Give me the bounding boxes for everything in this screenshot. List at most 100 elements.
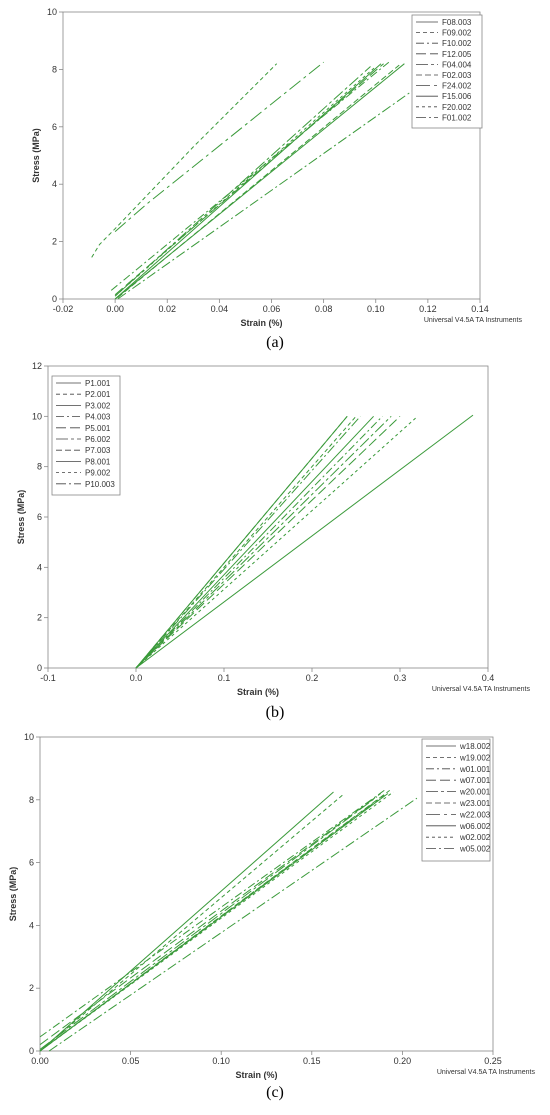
y-tick-label: 4 [52,179,57,189]
y-axis-title: Stress (MPa) [31,128,41,183]
x-tick-label: 0.12 [419,304,437,314]
legend-label: F24.002 [442,82,472,91]
legend-label: w23.001 [459,799,491,808]
panel-label: (b) [266,704,285,721]
y-tick-label: 6 [52,122,57,132]
x-tick-label: -0.02 [53,304,74,314]
x-tick-label: 0.3 [394,673,407,683]
series-line-f24-002 [114,61,324,232]
series-line-f08-003 [114,63,382,300]
series-line-f01-002 [117,77,431,300]
y-axis-title: Stress (MPa) [16,490,26,545]
series-line-p6-002 [135,415,392,669]
legend-label: P2.001 [85,390,111,399]
legend-label: F20.002 [442,103,472,112]
legend-label: w05.002 [459,845,491,854]
x-tick-label: 0.06 [263,304,281,314]
y-tick-label: 6 [29,858,34,868]
legend-label: P4.003 [85,413,111,422]
y-tick-label: 8 [29,795,34,805]
instrument-credit: Universal V4.5A TA Instruments [432,686,531,693]
series-line-p10-003 [135,415,361,669]
legend-label: F04.004 [442,60,472,69]
series-line-w19-002 [39,793,345,1052]
series-line-w22-003 [39,794,385,1052]
x-tick-label: 0.0 [130,673,143,683]
y-tick-label: 8 [52,64,57,74]
x-tick-label: 0.04 [211,304,229,314]
x-tick-label: 0.20 [394,1056,412,1066]
legend-label: w06.002 [459,822,491,831]
chart-panel-3: 0.00 0.05 0.10 0.15 0.20 0.25 0 2 4 6 8 10 Strain (%… [8,732,535,1101]
legend-label: P5.001 [85,424,111,433]
series-line-f02-003 [117,64,400,298]
x-tick-label: 0.10 [367,304,385,314]
series-line-p9-002 [135,415,418,669]
series-line-f10-002 [110,61,390,291]
legend-label: w20.001 [459,788,491,797]
instrument-credit: Universal V4.5A TA Instruments [437,1069,536,1076]
x-tick-label: 0.05 [122,1056,140,1066]
y-tick-label: 12 [32,361,42,371]
legend-label: F02.003 [442,71,472,80]
x-tick-label: 0.15 [303,1056,321,1066]
panel-label: (c) [266,1084,284,1101]
y-tick-label: 10 [24,732,34,742]
legend-label: F10.002 [442,39,472,48]
x-tick-label: 0.4 [482,673,495,683]
x-tick-label: 0.14 [471,304,489,314]
y-tick-label: 6 [37,512,42,522]
series-line-p8-001 [135,414,474,669]
x-tick-label: 0.25 [484,1056,502,1066]
y-tick-label: 2 [37,613,42,623]
x-axis-title: Strain (%) [235,1070,277,1080]
legend-label: F08.003 [442,18,472,27]
series-line-p7-003 [135,415,348,669]
series-line-p3-002 [135,415,374,669]
legend-label: P7.003 [85,446,111,455]
series-line-w07-001 [39,793,381,1046]
x-tick-label: 0.08 [315,304,333,314]
legend-label: P9.002 [85,469,111,478]
y-axis-title: Stress (MPa) [8,867,18,922]
panel-label: (a) [266,334,284,351]
legend-label: P1.001 [85,379,111,388]
legend-box [51,375,121,496]
y-tick-label: 4 [29,920,34,930]
legend-label: P6.002 [85,435,111,444]
legend: w18.002 w19.002 w01.001 w07.001 w20.001 w23.0… [421,738,491,862]
legend-label: F09.002 [442,29,472,38]
x-tick-label: 0.1 [218,673,231,683]
legend-label: w07.001 [459,776,491,785]
y-tick-label: 10 [32,411,42,421]
legend-label: w19.002 [459,753,491,762]
y-tick-label: 2 [52,237,57,247]
y-tick-label: 4 [37,562,42,572]
series-line-f20-002 [114,66,377,297]
chart-panel-2: -0.1 0.0 0.1 0.2 0.3 0.4 0 2 4 6 8 10 12 Strain (%) St… [16,361,530,721]
legend-label: P3.002 [85,401,111,410]
series-line-w18-002 [39,791,334,1052]
series-line-f15-006 [114,63,405,300]
x-tick-label: -0.1 [40,673,56,683]
series-line-w01-001 [39,789,385,1038]
legend-label: F12.005 [442,50,472,59]
y-tick-label: 0 [29,1046,34,1056]
legend-label: w18.002 [459,742,491,751]
x-tick-label: 0.2 [306,673,319,683]
series-line-p4-003 [135,415,383,669]
legend-box [411,14,483,129]
series-line-p5-001 [135,415,401,669]
legend-label: w02.002 [459,833,491,842]
series-line-w06-002 [39,793,389,1052]
series-line-w05-002 [48,797,418,1052]
x-axis-title: Strain (%) [240,318,282,328]
legend-label: P8.001 [85,457,111,466]
y-tick-label: 10 [47,7,57,17]
legend: P1.001 P2.001 P3.002 P4.003 P5.001 P6.002 P7.0… [51,375,121,496]
plot-frame [39,736,494,1052]
x-axis-title: Strain (%) [237,687,279,697]
y-tick-label: 2 [29,983,34,993]
